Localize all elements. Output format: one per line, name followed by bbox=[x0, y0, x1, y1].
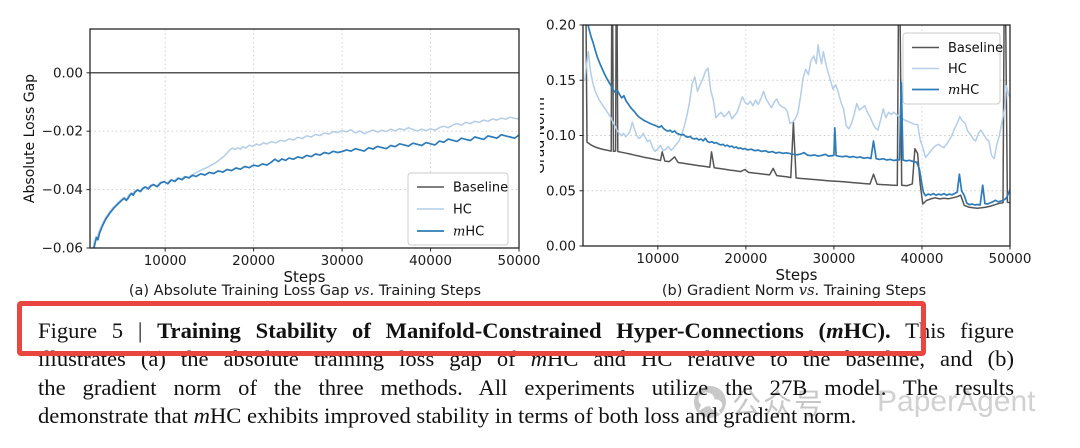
watermark-text-en: PaperAgent bbox=[877, 385, 1036, 418]
svg-text:0.10: 0.10 bbox=[546, 128, 576, 144]
caption-line-1: Figure 5 | Training Stability of Manifol… bbox=[38, 318, 1014, 343]
watermark-text-cn: 公众号 bbox=[732, 387, 826, 421]
svg-text:50000: 50000 bbox=[498, 253, 540, 269]
series-lines bbox=[90, 72, 519, 248]
legend-label-hc: HC bbox=[453, 203, 472, 218]
legend-label-baseline: Baseline bbox=[453, 181, 508, 196]
subcaption-a: (a) Absolute Training Loss Gap vs. Train… bbox=[128, 283, 482, 299]
legend-label-mhc: mHC bbox=[948, 83, 979, 98]
subcaption-b: (b) Gradient Norm vs. Training Steps bbox=[661, 283, 927, 299]
svg-text:10000: 10000 bbox=[636, 251, 679, 267]
figure-caption: Figure 5 | Training Stability of Manifol… bbox=[38, 317, 1014, 431]
series-baseline bbox=[585, 25, 1010, 210]
y-axis-label: Absolute Loss Gap bbox=[22, 74, 38, 203]
axis-ticks bbox=[579, 24, 1011, 250]
axis-ticks bbox=[86, 72, 520, 252]
svg-text:20000: 20000 bbox=[232, 253, 275, 269]
series-mhc bbox=[93, 133, 519, 248]
caption-line-2: illustrates (a) the absolute training lo… bbox=[38, 346, 1015, 372]
tick-labels: 10000 20000 30000 40000 50000 0.20 0.15 0.10 0.0… bbox=[546, 18, 1032, 268]
svg-text:50000: 50000 bbox=[989, 251, 1032, 267]
x-axis-label: Steps bbox=[776, 266, 818, 284]
svg-text:0.20: 0.20 bbox=[546, 18, 576, 34]
svg-text:0.00: 0.00 bbox=[546, 239, 576, 255]
svg-text:0.00: 0.00 bbox=[53, 65, 83, 81]
svg-text:40000: 40000 bbox=[409, 253, 452, 269]
svg-text:30000: 30000 bbox=[321, 253, 364, 269]
series-mhc bbox=[587, 25, 1010, 206]
caption-line-3: the gradient norm of the three methods. … bbox=[38, 374, 1014, 400]
legend-label-hc: HC bbox=[948, 62, 967, 77]
svg-text:−0.04: −0.04 bbox=[42, 182, 83, 198]
caption-line-4: demonstrate that mHC exhibits improved s… bbox=[38, 403, 857, 429]
legend: Baseline HC mHC bbox=[902, 32, 1003, 105]
svg-text:20000: 20000 bbox=[724, 251, 767, 267]
svg-text:40000: 40000 bbox=[900, 251, 943, 267]
grad-norm-chart: 10000 20000 30000 40000 50000 0.20 0.15 0.10 0.0… bbox=[540, 18, 1032, 285]
legend: Baseline HC mHC bbox=[407, 172, 509, 246]
plot-border bbox=[89, 28, 520, 249]
legend-label-baseline: Baseline bbox=[948, 41, 1003, 56]
svg-text:−0.06: −0.06 bbox=[42, 241, 83, 257]
legend-label-mhc: mHC bbox=[453, 225, 484, 240]
loss-gap-chart: 10000 20000 30000 40000 50000 0.00 −0.02 −0.04 −… bbox=[22, 28, 540, 286]
svg-text:0.15: 0.15 bbox=[546, 73, 576, 89]
watermark: 公众号 PaperAgent bbox=[693, 383, 1035, 421]
series-hc bbox=[584, 44, 1010, 160]
svg-text:10000: 10000 bbox=[144, 253, 187, 269]
svg-text:0.05: 0.05 bbox=[546, 183, 576, 199]
series-lines bbox=[584, 25, 1010, 210]
y-axis-label: Grad Norm bbox=[540, 97, 548, 174]
svg-text:30000: 30000 bbox=[812, 251, 855, 267]
tick-labels: 10000 20000 30000 40000 50000 0.00 −0.02 −0.04 −… bbox=[42, 65, 540, 269]
svg-text:−0.02: −0.02 bbox=[42, 124, 83, 140]
wechat-icon bbox=[694, 386, 726, 418]
x-axis-label: Steps bbox=[284, 268, 326, 286]
